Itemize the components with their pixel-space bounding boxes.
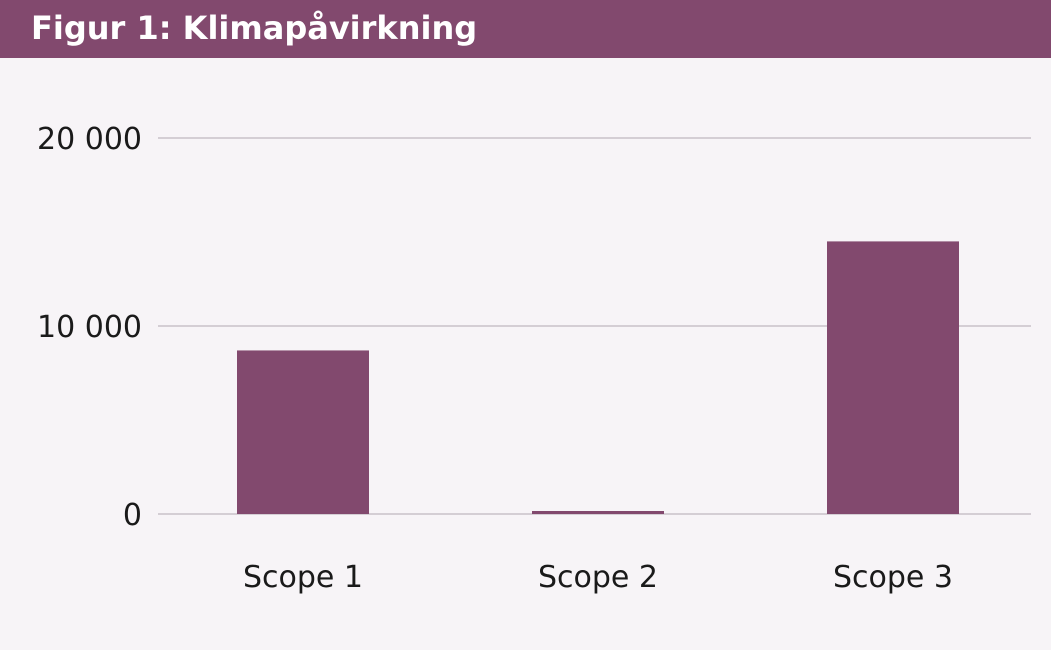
x-tick-label: Scope 3 [833,560,953,595]
bar-scope-3 [827,241,959,514]
x-tick-label: Scope 1 [243,560,363,595]
title-bar: Figur 1: Klimapåvirkning [0,0,1051,58]
bar-scope-1 [237,350,369,514]
bars [237,241,959,514]
y-axis-ticks: 0 10 000 20 000 [37,122,142,533]
y-tick-label: 20 000 [37,122,142,157]
y-tick-label: 0 [123,498,142,533]
bar-scope-2 [532,511,664,514]
x-tick-label: Scope 2 [538,560,658,595]
y-tick-label: 10 000 [37,310,142,345]
x-axis-ticks: Scope 1 Scope 2 Scope 3 [243,560,953,595]
chart-title: Figur 1: Klimapåvirkning [31,9,478,47]
